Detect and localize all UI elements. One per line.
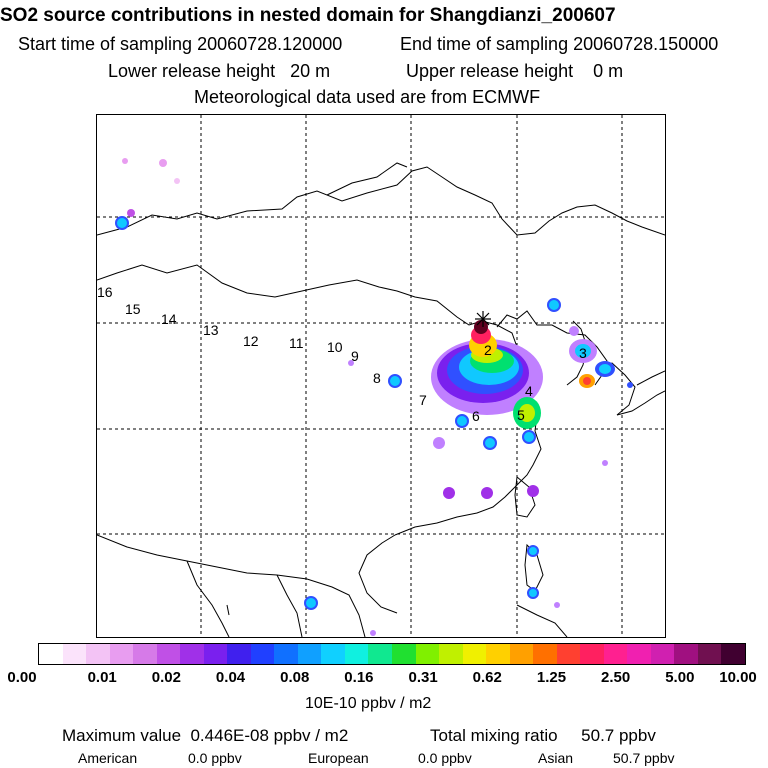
map-boundaries <box>97 162 665 637</box>
colorbar-swatch <box>109 644 134 664</box>
colorbar-tick-label: 0.62 <box>472 669 502 686</box>
colorbar-swatch <box>556 644 581 664</box>
start-time: Start time of sampling 20060728.120000 <box>18 34 343 54</box>
colorbar-swatch <box>627 644 652 664</box>
colorbar-tick-label: 0.31 <box>408 669 438 686</box>
total-mixing-ratio: Total mixing ratio 50.7 ppbv <box>430 726 656 745</box>
colorbar-swatch <box>227 644 253 664</box>
page-title: SO2 source contributions in nested domai… <box>0 5 616 26</box>
colorbar-swatch <box>721 644 746 664</box>
track-label: 9 <box>351 348 359 364</box>
trajectory-labels: 16 15 14 13 12 11 10 9 8 7 6 5 4 3 2 <box>97 284 587 424</box>
colorbar-swatch <box>321 644 346 664</box>
pollution-plume <box>115 158 633 636</box>
colorbar-tick-label: 0.02 <box>151 669 181 686</box>
colorbar-swatch <box>603 644 628 664</box>
colorbar-swatch <box>203 644 228 664</box>
track-label: 10 <box>327 339 343 355</box>
colorbar-swatch <box>580 644 606 664</box>
lower-release-height: Lower release height 20 m <box>108 61 331 81</box>
american-value: 0.0 ppbv <box>188 750 242 766</box>
american-label: American <box>78 750 138 766</box>
map-panel: 16 15 14 13 12 11 10 9 8 7 6 5 4 3 2 <box>96 114 666 638</box>
european-value: 0.0 ppbv <box>418 750 472 766</box>
met-data-source: Meteorological data used are from ECMWF <box>194 87 541 107</box>
track-label: 12 <box>243 333 259 349</box>
asian-label: Asian <box>538 750 574 766</box>
colorbar-tick-label: 2.50 <box>601 669 631 686</box>
colorbar-unit: 10E-10 ppbv / m2 <box>305 695 432 712</box>
track-label: 6 <box>472 408 480 424</box>
colorbar-tick-label: 5.00 <box>665 669 695 686</box>
colorbar-swatch <box>62 644 87 664</box>
colorbar-swatch <box>344 644 369 664</box>
end-time: End time of sampling 20060728.150000 <box>400 34 719 54</box>
track-label: 7 <box>419 392 427 408</box>
track-label: 14 <box>161 311 177 327</box>
colorbar-swatch <box>180 644 205 664</box>
colorbar-tick-label: 1.25 <box>536 669 567 686</box>
colorbar <box>38 643 746 665</box>
colorbar-tick-labels: 0.00 0.01 0.02 0.04 0.08 0.16 0.31 0.62 1.25 2.50… <box>0 669 768 689</box>
colorbar-swatch <box>274 644 299 664</box>
colorbar-tick-label: 10.00 <box>719 669 757 686</box>
colorbar-tick-label: 0.04 <box>215 669 246 686</box>
colorbar-swatch <box>697 644 722 664</box>
track-label: 15 <box>125 301 141 317</box>
sampling-times: Start time of sampling 20060728.120000 E… <box>18 34 758 54</box>
max-value: Maximum value 0.446E-08 ppbv / m2 <box>62 726 349 745</box>
stats-summary: Maximum value 0.446E-08 ppbv / m2 Total … <box>62 726 762 746</box>
release-heights: Lower release height 20 m Upper release … <box>108 61 748 81</box>
colorbar-tick-label: 0.16 <box>344 669 374 686</box>
colorbar-tick-label: 0.01 <box>87 669 117 686</box>
colorbar-swatch <box>133 644 158 664</box>
upper-release-height: Upper release height 0 m <box>406 61 624 81</box>
track-label: 16 <box>97 284 113 300</box>
asian-value: 50.7 ppbv <box>613 750 675 766</box>
colorbar-swatch <box>486 644 511 664</box>
track-label: 13 <box>203 322 219 338</box>
colorbar-swatch <box>533 644 558 664</box>
colorbar-swatch <box>415 644 440 664</box>
colorbar-swatch <box>297 644 323 664</box>
colorbar-swatch <box>509 644 535 664</box>
colorbar-tick-label: 0.08 <box>280 669 310 686</box>
colorbar-tick-label: 0.00 <box>7 669 37 686</box>
colorbar-swatch <box>392 644 417 664</box>
colorbar-swatch <box>650 644 676 664</box>
colorbar-swatch <box>368 644 394 664</box>
colorbar-swatch <box>250 644 275 664</box>
map-svg: 16 15 14 13 12 11 10 9 8 7 6 5 4 3 2 <box>97 115 665 637</box>
colorbar-swatch <box>674 644 699 664</box>
track-label: 4 <box>525 383 533 399</box>
track-label: 11 <box>289 335 304 351</box>
track-label: 5 <box>517 407 525 423</box>
track-label: 3 <box>579 345 587 361</box>
colorbar-swatch <box>86 644 112 664</box>
map-gridlines <box>97 115 665 637</box>
track-label: 8 <box>373 370 381 386</box>
colorbar-swatch <box>156 644 182 664</box>
receptor-star-icon <box>475 311 491 327</box>
colorbar-swatch <box>439 644 465 664</box>
european-label: European <box>308 750 369 766</box>
colorbar-swatch <box>39 644 64 664</box>
track-label: 2 <box>484 342 492 358</box>
colorbar-swatch <box>462 644 487 664</box>
